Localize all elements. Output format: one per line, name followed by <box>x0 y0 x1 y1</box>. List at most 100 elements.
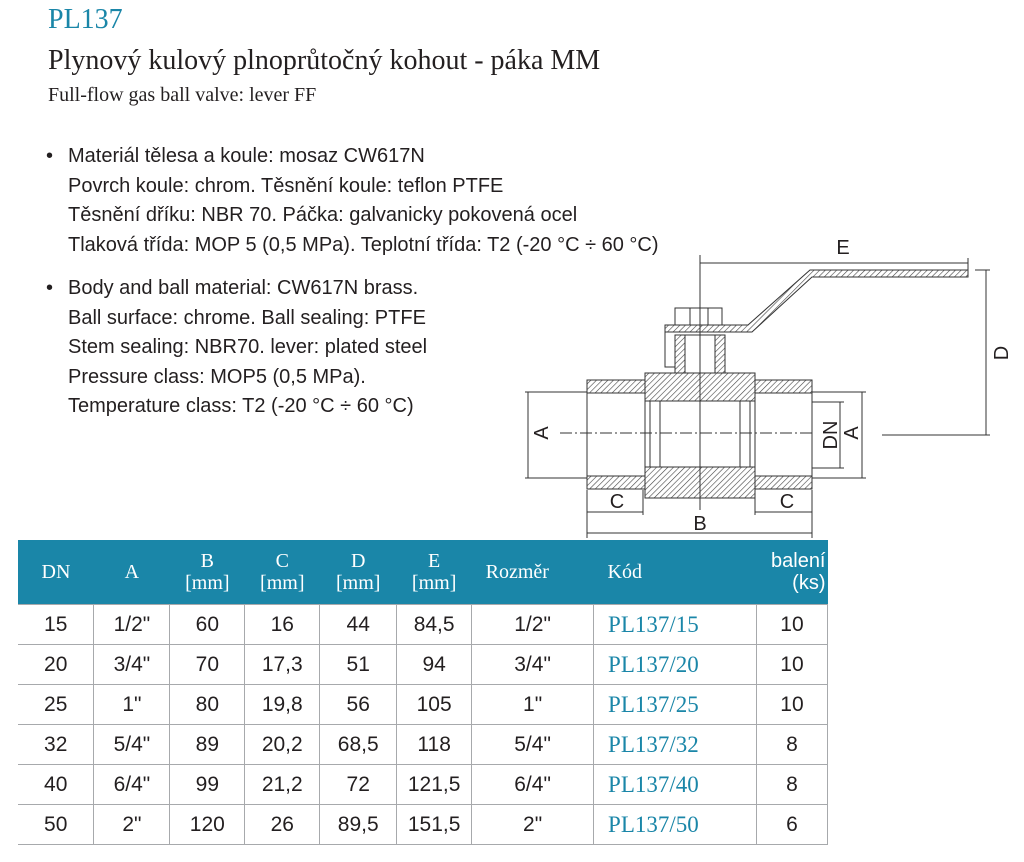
table-row: 25 1" 80 19,8 56 105 1" PL137/25 10 <box>18 684 829 725</box>
table-cell: 1/2" <box>93 604 171 645</box>
dimensions-table: DN A B [mm] C [mm] D [mm] E [mm] Rozměr Kód balení (k… <box>18 540 829 845</box>
table-cell: 6 <box>755 804 829 845</box>
header-label: C <box>275 550 289 572</box>
dim-label-A-right: A <box>841 426 863 440</box>
table-cell: 1" <box>471 684 595 725</box>
table-cell: 15 <box>18 604 95 645</box>
table-cell: 10 <box>755 644 829 685</box>
product-code: PL137 <box>48 4 123 35</box>
table-cell: 120 <box>169 804 246 845</box>
table-cell: 32 <box>18 724 95 765</box>
table-row: 40 6/4" 99 21,2 72 121,5 6/4" PL137/40 8 <box>18 764 829 805</box>
table-cell: 51 <box>319 644 398 685</box>
table-cell: 44 <box>319 604 398 645</box>
spec-line: Ball surface: chrome. Ball sealing: PTFE <box>68 306 426 329</box>
table-cell: 99 <box>169 764 246 805</box>
header-label: A <box>124 561 140 583</box>
header-label: E <box>428 550 441 572</box>
product-code-cell: PL137/25 <box>593 684 757 725</box>
dim-label-DN: DN <box>820 421 842 450</box>
column-header: C [mm] <box>244 540 320 605</box>
spec-line: Materiál tělesa a koule: mosaz CW617N <box>68 145 425 167</box>
lever <box>664 269 969 333</box>
table-cell: 3/4" <box>93 644 171 685</box>
specs-english: • Body and ball material: CW617N brass. … <box>46 274 427 422</box>
bullet: • <box>46 277 54 299</box>
table-cell: 70 <box>169 644 246 685</box>
spec-line: Temperature class: T2 (-20 °C ÷ 60 °C) <box>68 395 414 417</box>
dim-label-B: B <box>693 513 706 535</box>
table-cell: 94 <box>396 644 473 685</box>
table-cell: 40 <box>18 764 95 805</box>
spec-line: Povrch koule: chrom. Těsnění koule: tefl… <box>68 174 504 197</box>
product-code-cell: PL137/20 <box>593 644 757 685</box>
table-cell: 5/4" <box>471 724 595 765</box>
dim-label-D: D <box>991 346 1013 360</box>
table-cell: 118 <box>396 724 473 765</box>
header-label: D <box>350 550 366 572</box>
table-cell: 8 <box>755 724 829 765</box>
spec-line: Body and ball material: CW617N brass. <box>68 277 419 299</box>
dim-label-C-right: C <box>780 491 794 513</box>
table-cell: 50 <box>18 804 95 845</box>
table-cell: 105 <box>396 684 473 725</box>
table-row: 20 3/4" 70 17,3 51 94 3/4" PL137/20 10 <box>18 644 829 685</box>
table-row: 50 2" 120 26 89,5 151,5 2" PL137/50 6 <box>18 804 829 845</box>
table-cell: 10 <box>755 604 829 645</box>
table-cell: 80 <box>169 684 246 725</box>
product-code-cell: PL137/32 <box>593 724 757 765</box>
spec-line: Stem sealing: NBR70. lever: plated steel <box>68 336 428 358</box>
header-unit: (ks) <box>792 572 826 594</box>
column-header: DN <box>18 540 94 605</box>
header-label: B <box>200 550 214 572</box>
product-code-cell: PL137/40 <box>593 764 757 805</box>
dim-label-C-left: C <box>610 491 624 513</box>
product-subtitle: Full-flow gas ball valve: lever FF <box>48 84 317 106</box>
valve-technical-drawing: E D A DN A C C B <box>525 237 1013 538</box>
table-cell: 121,5 <box>396 764 473 805</box>
column-header: Rozměr <box>471 540 594 605</box>
column-header: D [mm] <box>319 540 397 605</box>
header-label: DN <box>41 561 71 583</box>
table-cell: 2" <box>93 804 171 845</box>
bullet: • <box>46 145 54 167</box>
spec-line: Tlaková třída: MOP 5 (0,5 MPa). Teplotní… <box>68 233 659 256</box>
table-cell: 21,2 <box>244 764 321 805</box>
table-cell: 84,5 <box>396 604 473 645</box>
table-cell: 19,8 <box>244 684 321 725</box>
header-unit: [mm] <box>185 572 230 594</box>
column-header: B [mm] <box>169 540 245 605</box>
table-cell: 151,5 <box>396 804 473 845</box>
table-cell: 20,2 <box>244 724 321 765</box>
table-cell: 6/4" <box>471 764 595 805</box>
dim-label-A-left: A <box>531 426 553 440</box>
product-title: Plynový kulový plnoprůtočný kohout - pák… <box>48 45 601 76</box>
table-row: 15 1/2" 60 16 44 84,5 1/2" PL137/15 10 <box>18 604 829 645</box>
column-header: balení (ks) <box>756 540 828 605</box>
header-unit: [mm] <box>411 572 457 594</box>
header-unit: [mm] <box>260 572 305 594</box>
column-header: A <box>93 540 170 605</box>
table-cell: 60 <box>169 604 246 645</box>
nut <box>674 307 723 326</box>
table-cell: 68,5 <box>319 724 398 765</box>
header-label: balení <box>771 550 826 572</box>
table-cell: 72 <box>319 764 398 805</box>
table-cell: 8 <box>755 764 829 805</box>
table-cell: 2" <box>471 804 595 845</box>
table-cell: 20 <box>18 644 95 685</box>
header-label: Kód <box>607 561 642 583</box>
table-cell: 10 <box>755 684 829 725</box>
table-cell: 5/4" <box>93 724 171 765</box>
column-header: E [mm] <box>396 540 472 605</box>
header-label: Rozměr <box>485 561 549 583</box>
table-row: 32 5/4" 89 20,2 68,5 118 5/4" PL137/32 8 <box>18 724 829 765</box>
column-header: Kód <box>593 540 757 605</box>
table-cell: 17,3 <box>244 644 321 685</box>
product-code-cell: PL137/15 <box>593 604 757 645</box>
dim-label-E: E <box>836 237 849 259</box>
table-cell: 25 <box>18 684 95 725</box>
specs-czech: • Materiál tělesa a koule: mosaz CW617N … <box>46 142 659 260</box>
table-cell: 89 <box>169 724 246 765</box>
table-cell: 1" <box>93 684 171 725</box>
